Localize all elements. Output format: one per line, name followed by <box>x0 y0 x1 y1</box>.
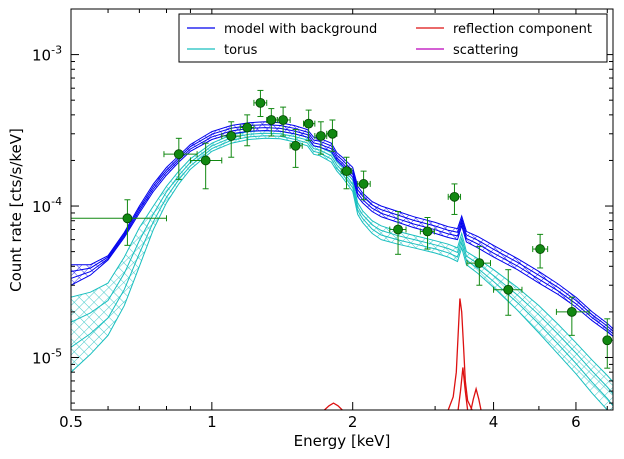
legend-label-scattering: scattering <box>453 43 519 58</box>
x-tick-label: 0.5 <box>59 413 83 431</box>
reflection-component-lines <box>323 298 482 410</box>
x-tick-label: 2 <box>348 413 358 431</box>
data-point <box>266 115 277 125</box>
data-point <box>242 122 253 133</box>
data-point <box>290 140 301 151</box>
x-tick-label: 6 <box>571 413 581 431</box>
model-with-background-mid-line <box>71 124 613 332</box>
plot-frame <box>70 8 614 411</box>
data-point <box>566 306 577 317</box>
data-point <box>173 149 184 160</box>
y-tick-label: 10-5 <box>32 346 62 367</box>
data-point <box>341 166 352 177</box>
y-tick-label: 10-3 <box>32 44 62 65</box>
legend-label-reflection-component: reflection component <box>453 22 592 37</box>
x-axis-label: Energy [keV] <box>294 432 391 450</box>
data-point <box>535 244 546 254</box>
data-point <box>393 224 403 235</box>
data-point <box>327 128 338 139</box>
data-point <box>226 131 237 141</box>
data-point <box>503 284 514 295</box>
y-axis-ticks: 10-5 10-4 10-3 <box>32 8 613 404</box>
torus-mid-line <box>71 132 613 395</box>
x-tick-label: 1 <box>207 413 217 431</box>
data-point <box>422 226 433 237</box>
data-point <box>278 115 289 125</box>
torus-mid-line <box>71 135 613 407</box>
x-tick-label: 4 <box>489 413 499 431</box>
data-point <box>358 179 369 189</box>
torus-lower-line <box>71 137 608 410</box>
reflection-line <box>470 386 482 410</box>
reflection-line <box>457 367 469 410</box>
data-point <box>602 335 613 346</box>
data-point <box>255 97 266 108</box>
reflection-line <box>323 402 343 410</box>
data-point <box>474 258 485 268</box>
legend-label-torus: torus <box>224 43 258 58</box>
y-axis-label: Count rate [cts/s/keV] <box>7 128 25 292</box>
data-point <box>449 191 460 202</box>
reflection-line <box>447 298 473 410</box>
legend-label-model-with-background: model with background <box>224 22 377 37</box>
data-point <box>122 213 133 224</box>
y-tick-label: 10-4 <box>32 195 62 216</box>
legend-box <box>178 13 608 63</box>
data-point <box>315 131 326 141</box>
data-point <box>200 155 211 166</box>
data-points <box>71 89 613 369</box>
data-point <box>303 118 314 129</box>
legend: model with background reflection componen… <box>178 13 608 63</box>
